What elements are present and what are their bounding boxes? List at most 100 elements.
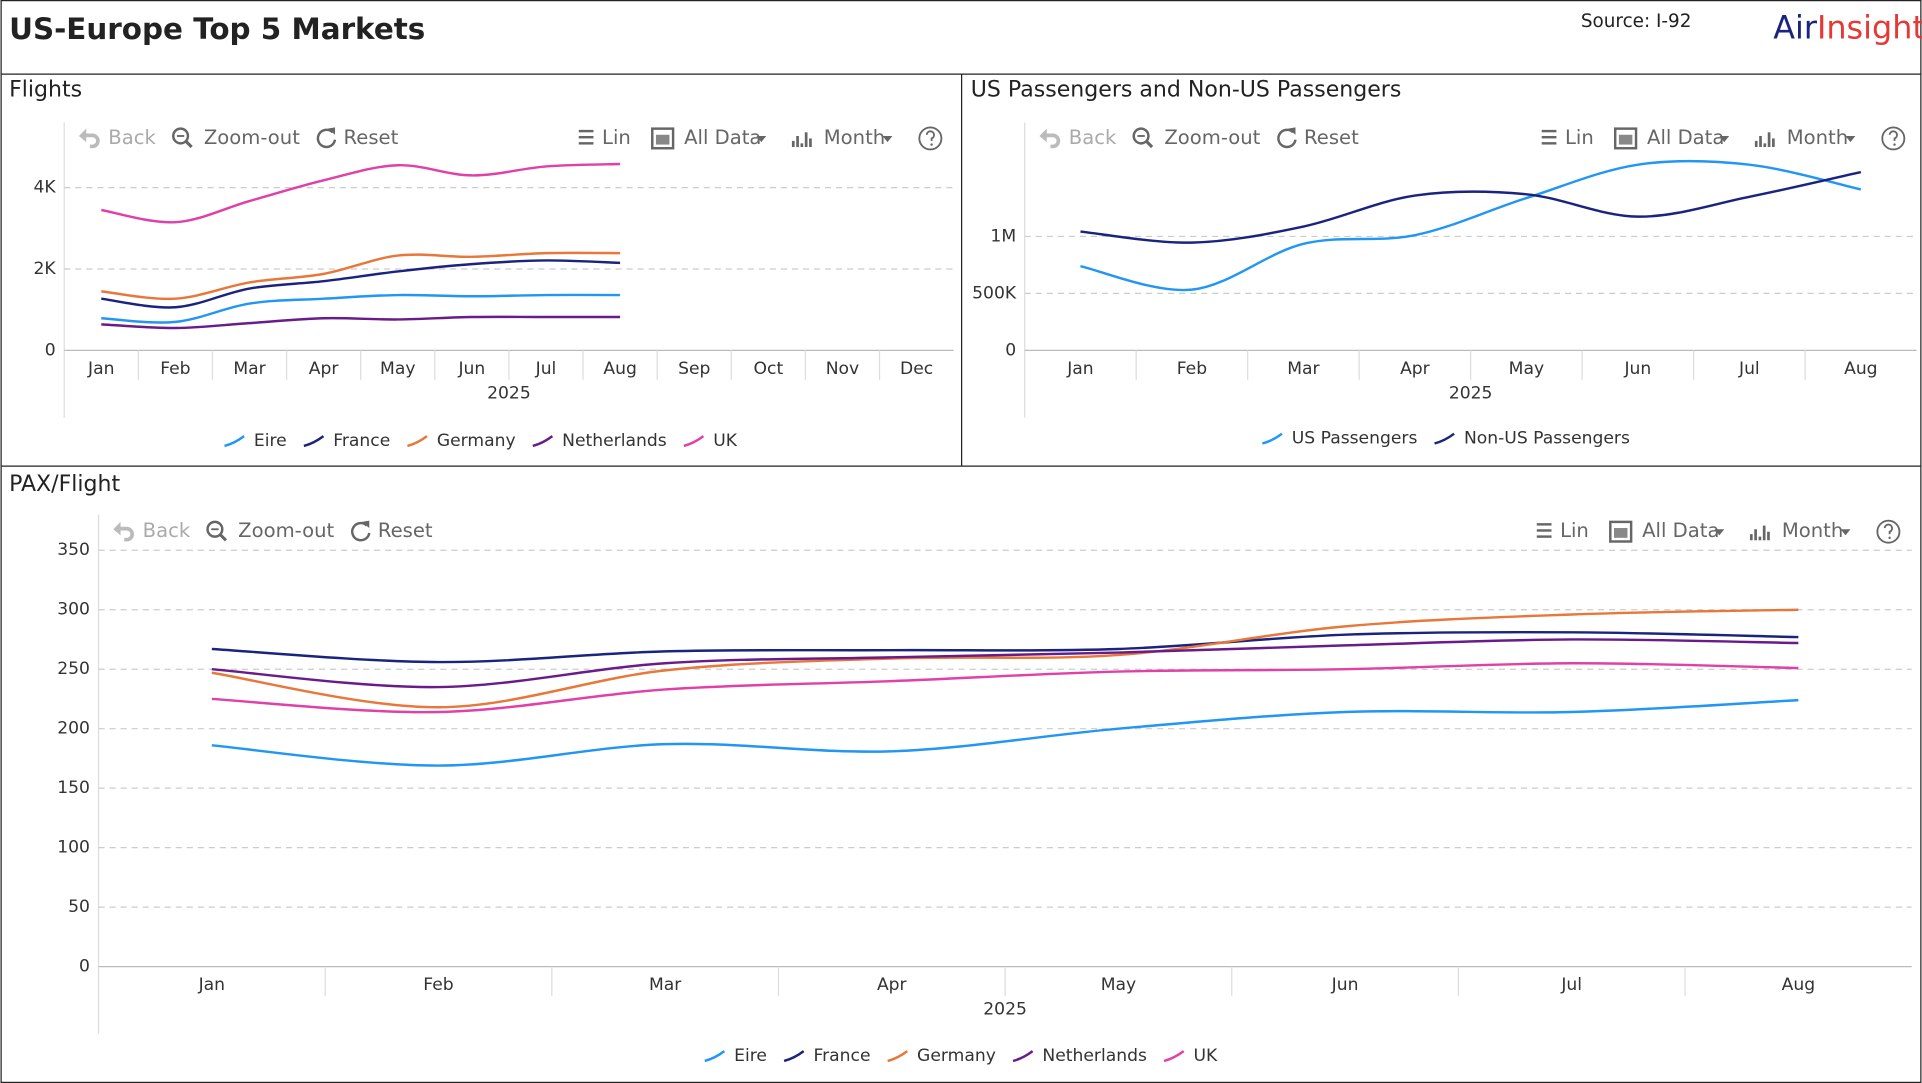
x-tick-label: Aug [1782, 975, 1815, 995]
x-tick-label: Nov [826, 359, 859, 379]
help-icon [1888, 130, 1898, 141]
chart-title: Flights [9, 78, 82, 103]
lin-icon [578, 129, 594, 133]
reset-icon [351, 521, 371, 542]
legend-label[interactable]: Eire [254, 431, 287, 451]
x-tick-label: Jun [457, 359, 485, 379]
toolbar-button[interactable]: Back [1069, 126, 1117, 149]
series-line [211, 630, 1799, 664]
legend-label[interactable]: Netherlands [1042, 1046, 1147, 1066]
series-line [101, 259, 621, 309]
toolbar-button[interactable]: All Data [684, 126, 761, 149]
y-tick-label: 250 [57, 659, 90, 679]
legend-label[interactable]: US Passengers [1292, 429, 1418, 449]
y-tick-label: 500K [972, 283, 1017, 303]
x-tick-label: Apr [309, 359, 340, 379]
x-axis-label: 2025 [487, 383, 531, 403]
lin-icon [1541, 142, 1557, 145]
toolbar-button[interactable]: Reset [378, 519, 433, 542]
zoom-icon [206, 520, 224, 538]
help-icon [1888, 536, 1891, 540]
help-icon [1883, 523, 1893, 535]
legend-label[interactable]: Eire [734, 1046, 767, 1066]
legend-swatch [1262, 432, 1283, 445]
x-tick-label: Aug [603, 359, 636, 379]
dropdown-arrow [1845, 135, 1856, 143]
x-tick-label: Feb [423, 975, 453, 995]
month-icon [1767, 132, 1771, 148]
legend-swatch [1163, 1050, 1185, 1063]
dropdown-arrow [882, 135, 893, 143]
legend-label[interactable]: Non-US Passengers [1464, 429, 1630, 449]
dropdown-arrow [1840, 529, 1851, 536]
x-tick-label: Jan [1066, 359, 1093, 379]
month-icon [804, 132, 808, 148]
y-tick-label: 0 [45, 340, 56, 360]
logo-part: Air [1773, 8, 1818, 46]
chart-title: US Passengers and Non-US Passengers [971, 78, 1402, 103]
toolbar-button[interactable]: Lin [1565, 126, 1594, 149]
legend-swatch [303, 435, 325, 448]
x-tick-label: Feb [1177, 359, 1207, 379]
help-icon[interactable] [1881, 126, 1906, 151]
toolbar-button[interactable]: Zoom-out [204, 126, 300, 149]
x-tick-label: Oct [754, 359, 784, 379]
toolbar-button[interactable]: Reset [1304, 126, 1359, 149]
legend-label[interactable]: UK [1193, 1046, 1218, 1066]
legend-label[interactable]: France [814, 1046, 871, 1066]
logo-part: Insight [1817, 8, 1922, 46]
zoom-icon [184, 139, 193, 149]
toolbar-button[interactable]: All Data [1647, 126, 1724, 149]
lin-icon [1536, 523, 1552, 526]
legend-label[interactable]: Germany [917, 1046, 996, 1066]
month-icon [1754, 529, 1757, 541]
month-icon [800, 143, 804, 148]
toolbar-button[interactable]: Month [1782, 519, 1843, 542]
legend-swatch [532, 435, 554, 448]
legend-swatch [783, 1050, 805, 1063]
x-tick-label: Aug [1844, 359, 1877, 379]
series-line [101, 162, 621, 224]
toolbar-button[interactable]: All Data [1642, 519, 1719, 542]
month-icon [796, 135, 799, 148]
toolbar-button[interactable]: Back [108, 126, 156, 149]
legend-label[interactable]: UK [713, 431, 738, 451]
x-tick-label: Mar [1287, 359, 1320, 379]
toolbar-button[interactable]: Month [824, 126, 885, 149]
toolbar-button[interactable]: Zoom-out [1164, 126, 1260, 149]
month-icon [1762, 525, 1766, 541]
x-axis-label: 2025 [1449, 383, 1493, 403]
reset-icon [1288, 127, 1296, 135]
legend-label[interactable]: Netherlands [562, 431, 667, 451]
legend-label[interactable]: Germany [437, 431, 516, 451]
toolbar-button[interactable]: Reset [344, 126, 399, 149]
toolbar-button[interactable]: Lin [1560, 519, 1589, 542]
x-tick-label: May [1509, 359, 1544, 379]
legend-swatch [1012, 1050, 1034, 1063]
dropdown-arrow [756, 135, 767, 143]
zoom-icon [1144, 139, 1154, 149]
series-line [211, 608, 1799, 709]
help-icon[interactable] [1876, 519, 1901, 544]
series-line [101, 251, 621, 301]
toolbar-button[interactable]: Month [1787, 126, 1848, 149]
x-tick-label: Mar [649, 975, 682, 995]
x-tick-label: Jul [535, 359, 557, 379]
help-icon [1893, 143, 1896, 146]
y-tick-label: 300 [57, 600, 90, 620]
x-axis-label: 2025 [983, 999, 1027, 1019]
toolbar-button[interactable]: Back [143, 519, 191, 542]
y-tick-label: 1M [990, 226, 1016, 246]
toolbar-button[interactable]: Zoom-out [238, 519, 334, 542]
series-line [1080, 159, 1862, 292]
legend-swatch [1434, 432, 1455, 445]
toolbar-button[interactable]: Lin [602, 126, 631, 149]
legend-swatch [887, 1050, 909, 1063]
logo: AirInsight [1773, 8, 1922, 46]
reset-icon [1277, 128, 1297, 149]
legend-label[interactable]: France [333, 431, 390, 451]
help-icon[interactable] [918, 126, 943, 151]
chart-title: PAX/Flight [9, 472, 120, 497]
x-tick-label: Jan [87, 359, 114, 379]
month-icon [1758, 536, 1762, 541]
